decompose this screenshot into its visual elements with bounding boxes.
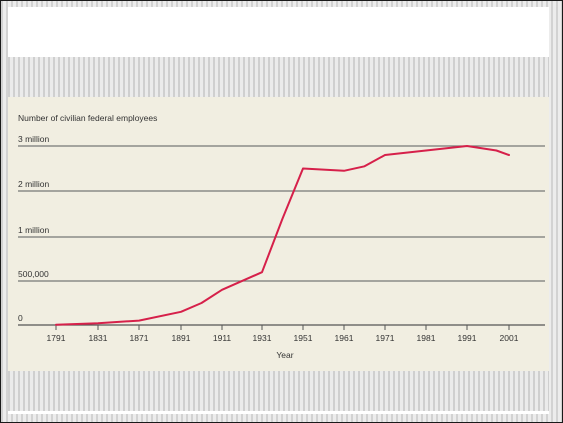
series-group <box>55 145 510 326</box>
x-tick-label: 2001 <box>500 333 519 343</box>
x-tick-label: 1891 <box>172 333 191 343</box>
x-axis <box>18 324 545 330</box>
y-tick-label: 1 million <box>18 225 49 235</box>
series-line <box>55 145 510 326</box>
y-tick-label: 2 million <box>18 179 49 189</box>
x-tick-label: 1951 <box>294 333 313 343</box>
y-tick-label: 500,000 <box>18 269 49 279</box>
x-tick-label: 1911 <box>213 333 232 343</box>
y-tick-label: 0 <box>18 313 23 323</box>
chart-title: Number of civilian federal employees <box>18 113 157 123</box>
x-tick-label: 1871 <box>130 333 149 343</box>
x-tick-label: 1961 <box>335 333 354 343</box>
x-tick-label: 1831 <box>89 333 108 343</box>
y-axis-tick-labels: 0 500,000 1 million 2 million 3 million <box>18 134 49 323</box>
gridlines <box>18 145 545 282</box>
bottom-decorative-band <box>8 371 549 411</box>
x-tick-label: 1971 <box>376 333 395 343</box>
x-tick-label: 1791 <box>47 333 66 343</box>
top-decorative-band <box>8 57 549 97</box>
x-axis-tick-labels: 1791 1831 1871 1891 1911 1931 1951 1961 1971 1981… <box>47 333 519 343</box>
x-axis-label: Year <box>276 350 293 360</box>
x-tick-label: 1931 <box>253 333 272 343</box>
x-tick-label: 1981 <box>417 333 436 343</box>
y-tick-label: 3 million <box>18 134 49 144</box>
x-tick-label: 1991 <box>458 333 477 343</box>
